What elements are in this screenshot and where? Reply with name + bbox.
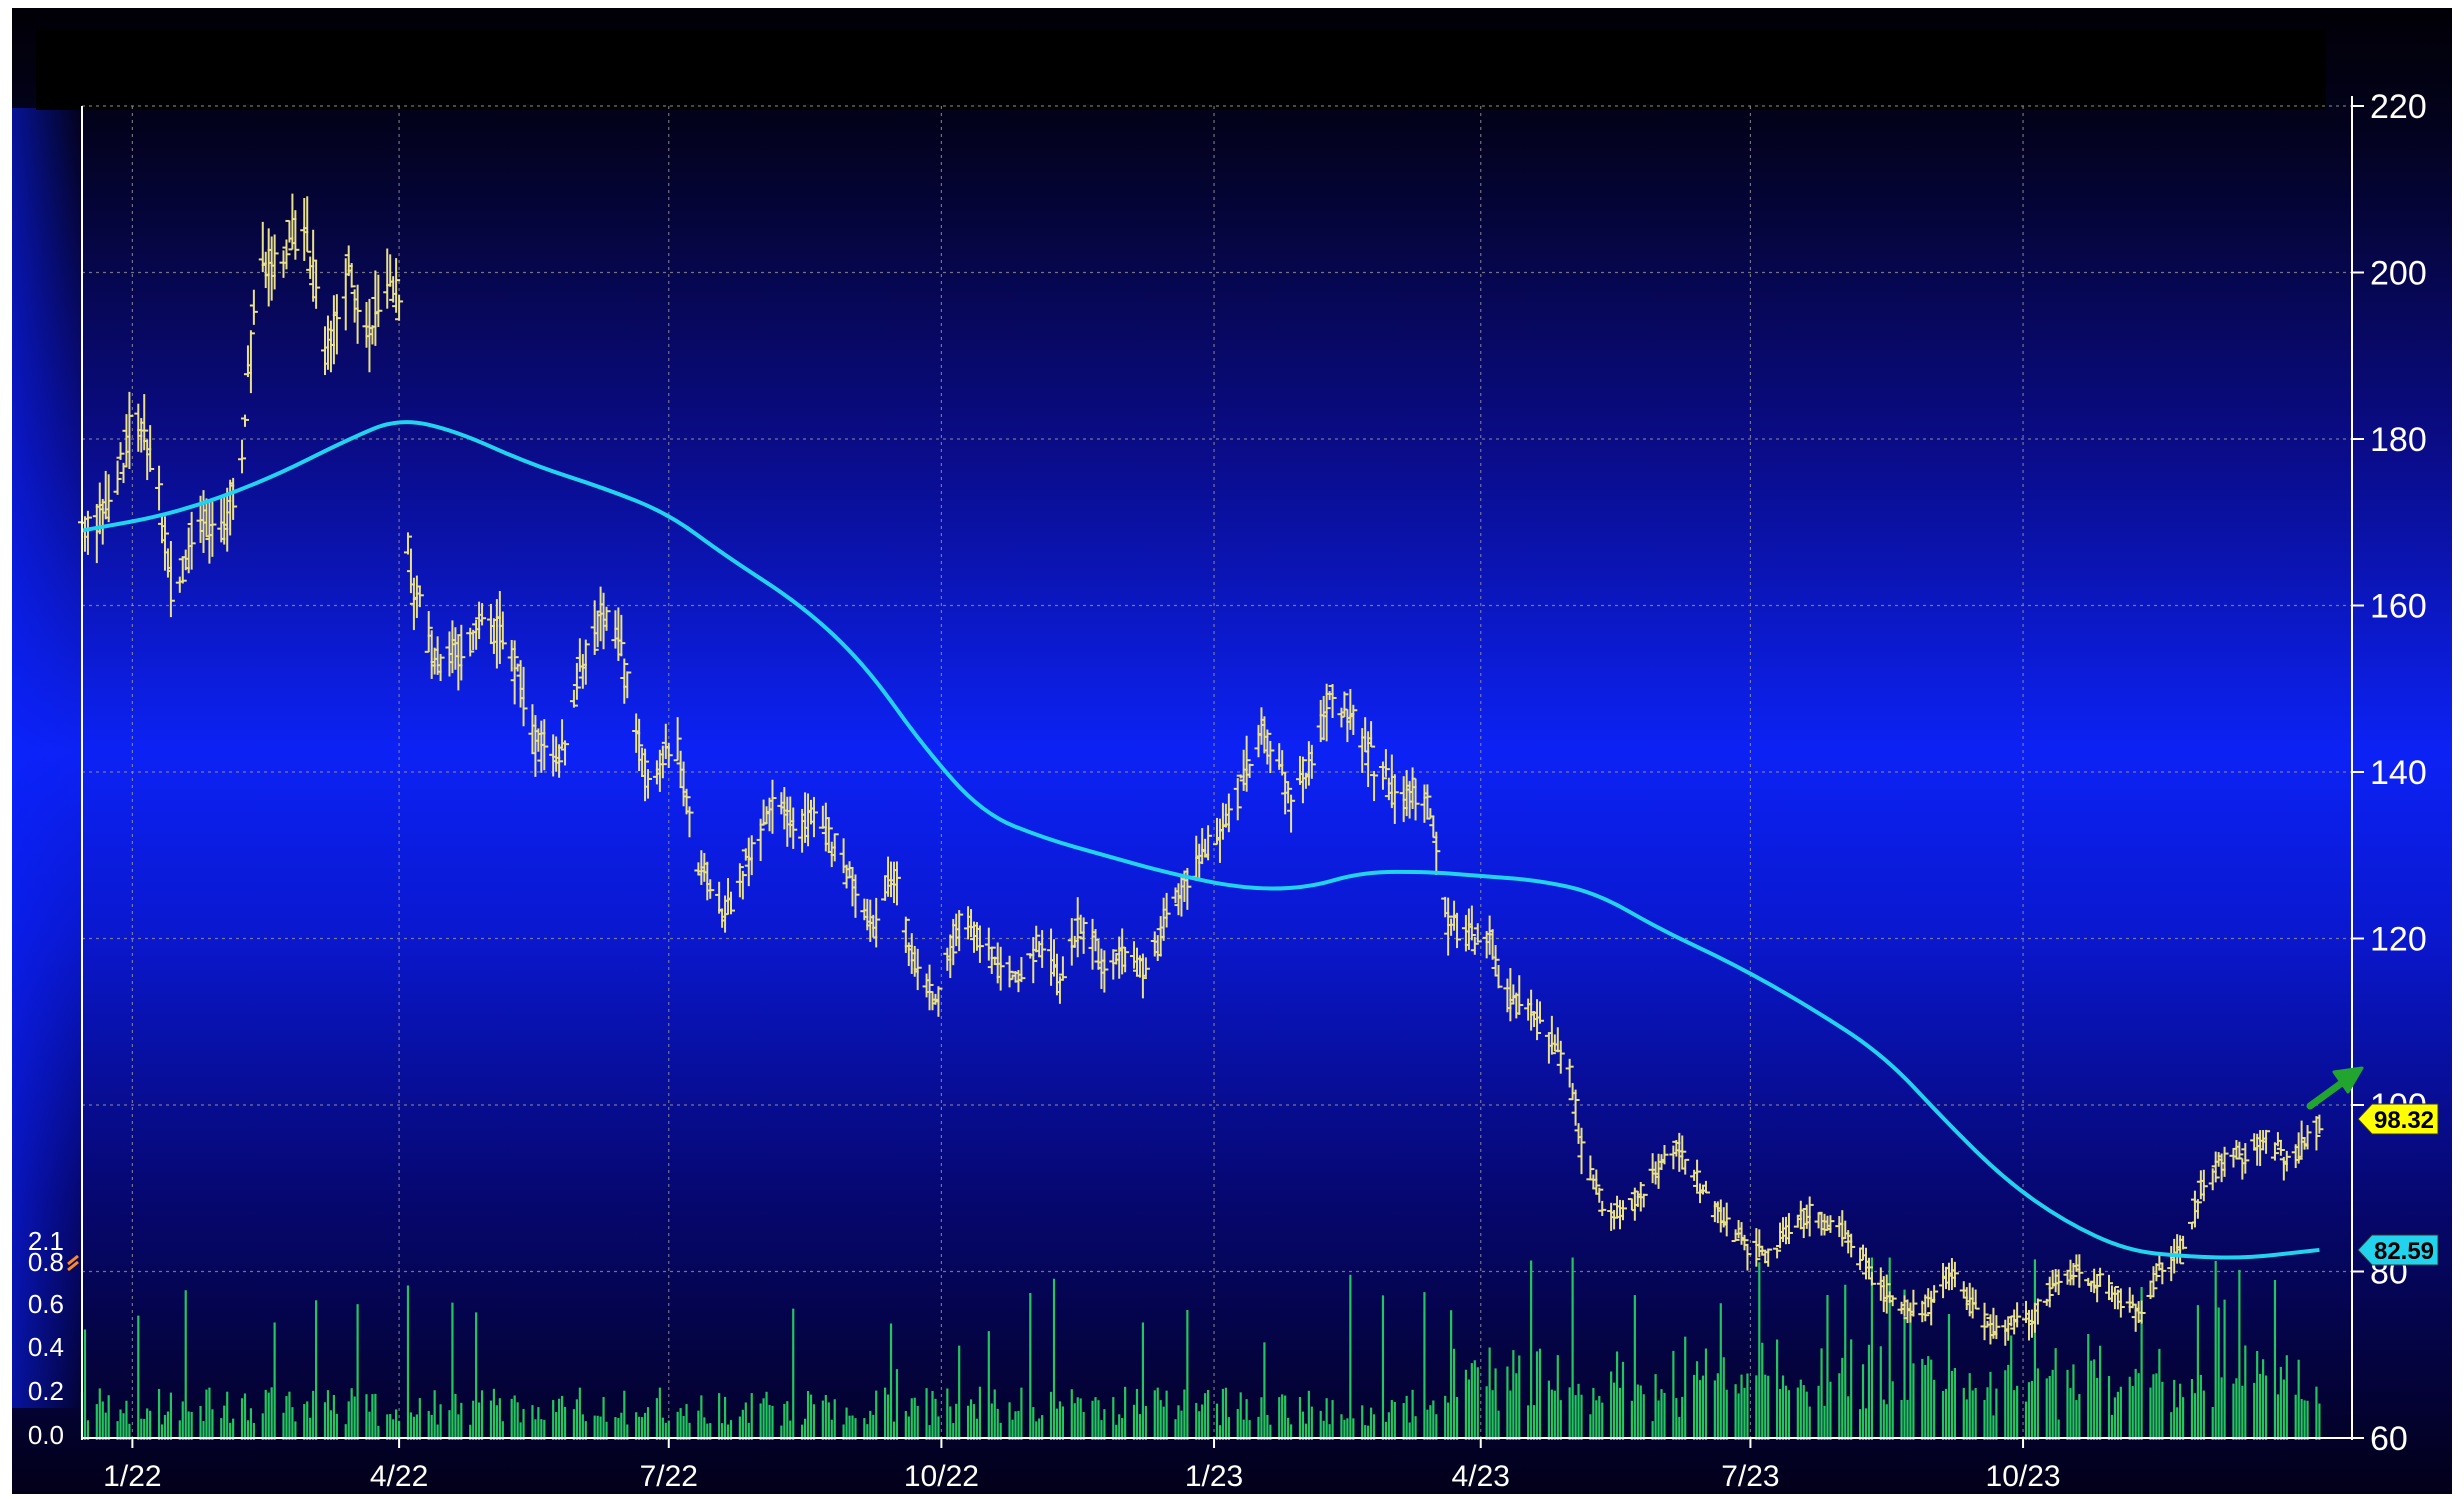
date-tick-label: 7/22: [640, 1460, 698, 1493]
volume-tick-label: 0.8: [28, 1247, 64, 1277]
price-tick-label: 220: [2370, 88, 2427, 126]
price-tick-label: 160: [2370, 588, 2427, 626]
last-price-tag-text: 98.32: [2374, 1107, 2434, 1134]
volume-tick-label: 0.4: [28, 1332, 64, 1362]
volume-tick-label: 0.0: [28, 1420, 64, 1450]
stock-chart: 22020018016014012010080601/224/227/2210/…: [12, 8, 2452, 1494]
date-tick-label: 4/22: [370, 1460, 428, 1493]
price-tick-label: 140: [2370, 754, 2427, 792]
date-tick-label: 7/23: [1721, 1460, 1779, 1493]
volume-tick-label: 0.6: [28, 1289, 64, 1319]
date-tick-label: 10/22: [904, 1460, 979, 1493]
chart-frame: 22020018016014012010080601/224/227/2210/…: [12, 8, 2452, 1494]
date-tick-label: 4/23: [1452, 1460, 1510, 1493]
volume-tick-label: 0.2: [28, 1376, 64, 1406]
date-tick-label: 10/23: [1986, 1460, 2061, 1493]
price-tick-label: 60: [2370, 1420, 2408, 1458]
redacted-header-bar: [36, 30, 2326, 110]
date-tick-label: 1/22: [103, 1460, 161, 1493]
price-tick-label: 120: [2370, 921, 2427, 959]
chart-left-glow: [12, 108, 82, 1408]
price-tick-label: 200: [2370, 255, 2427, 293]
moving-average-tag-text: 82.59: [2374, 1238, 2434, 1265]
price-tick-label: 180: [2370, 421, 2427, 459]
date-tick-label: 1/23: [1185, 1460, 1243, 1493]
